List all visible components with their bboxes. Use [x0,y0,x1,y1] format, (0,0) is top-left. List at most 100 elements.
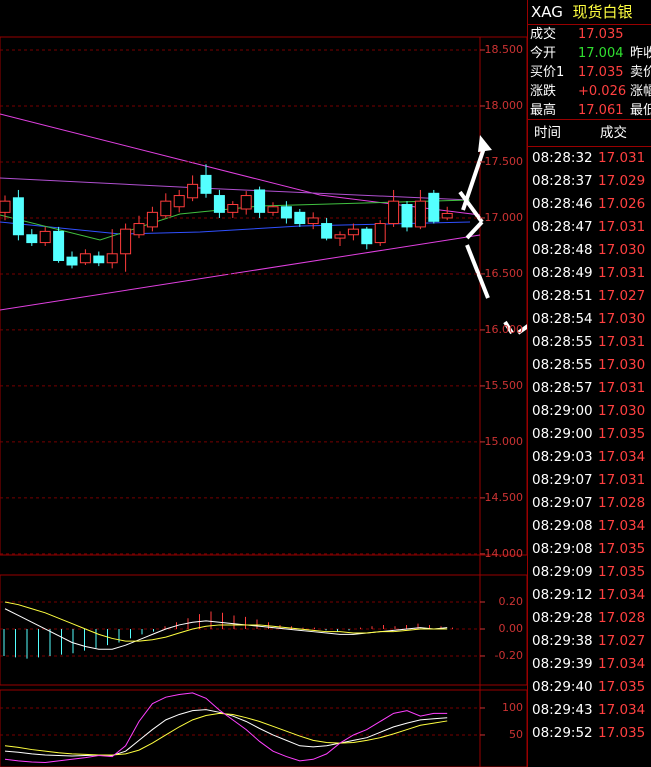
candle-body [93,255,105,264]
trade-time: 08:28:32 [532,150,593,166]
trade-row: 08:28:57 17.031 [528,377,651,400]
trade-time: 08:29:39 [532,656,593,672]
trade-time: 08:29:43 [532,702,593,718]
trade-time: 08:28:51 [532,288,593,304]
candle-body [173,195,185,208]
trades-list: 08:28:32 17.031 08:28:37 17.029 08:28:46 17.0… [528,147,651,745]
quote-value: +0.026 [578,84,627,99]
trade-row: 08:29:39 17.034 [528,653,651,676]
candle-body [79,253,91,264]
trade-time: 08:28:54 [532,311,593,327]
trade-row: 08:28:51 17.027 [528,285,651,308]
trend-line [0,234,481,311]
candle-body [160,200,172,217]
candle-body [240,195,252,210]
moving-average [0,221,471,235]
trade-price: 17.034 [598,656,646,672]
candle-body [361,228,373,245]
y-tick-label: 14.500 [485,491,524,504]
trade-price: 17.031 [598,334,646,350]
indicator-line [4,601,448,642]
y-tick-label: 50 [509,728,523,741]
trend-line [0,113,481,216]
trade-time: 08:29:09 [532,564,593,580]
trade-time: 08:29:00 [532,426,593,442]
trade-row: 08:29:09 17.035 [528,561,651,584]
y-tick-label: 0.20 [499,595,524,608]
trade-time: 08:29:40 [532,679,593,695]
trade-price: 17.030 [598,357,646,373]
quote-row: 今开 17.004 昨收 [528,44,651,63]
trade-price: 17.031 [598,265,646,281]
trade-price: 17.035 [598,725,646,741]
quote-label: 今开 [530,46,557,61]
trade-row: 08:29:43 17.034 [528,699,651,722]
trade-price: 17.034 [598,587,646,603]
quote-value: 17.004 [578,46,624,61]
main-panel-border [0,36,527,556]
trade-price: 17.034 [598,702,646,718]
candle-body [39,230,51,244]
candle-body [280,206,292,219]
trade-price: 17.029 [598,173,646,189]
candle-body [334,234,346,239]
trade-row: 08:28:46 17.026 [528,193,651,216]
trade-price: 17.031 [598,380,646,396]
trade-price: 17.031 [598,150,646,166]
trade-row: 08:29:38 17.027 [528,630,651,653]
quote-extra: 最低 [630,103,651,118]
symbol: XAG [531,3,563,21]
indicator-line [4,712,448,756]
quote-row: 成交 17.035 [528,25,651,44]
chart-area: 18.500 18.000 17.500 17.000 16.500 16.000 15.5… [0,36,527,767]
candle-body [146,211,158,228]
candle-body [428,192,440,222]
trade-price: 17.035 [598,564,646,580]
symbol-header: XAG 现货白银 [528,0,651,25]
quote-label: 最高 [530,103,557,118]
candle-body [374,223,386,244]
quote-row: 买价1 17.035 卖价 [528,63,651,82]
trade-time: 08:28:47 [532,219,593,235]
trade-row: 08:28:55 17.031 [528,331,651,354]
candle-body [267,206,279,213]
trade-time: 08:29:08 [532,541,593,557]
kdj-panel-border [0,689,527,767]
trade-time: 08:29:08 [532,518,593,534]
trade-row: 08:29:00 17.035 [528,423,651,446]
trade-time: 08:29:07 [532,472,593,488]
moving-average [0,177,471,201]
trade-price: 17.031 [598,219,646,235]
candle-body [0,200,11,213]
trade-row: 08:29:00 17.030 [528,400,651,423]
trade-price: 17.034 [598,449,646,465]
trade-price: 17.030 [598,242,646,258]
trades-header: 时间 成交 [528,120,651,147]
trade-price: 17.028 [598,610,646,626]
y-tick-label: 14.000 [485,547,524,560]
trade-time: 08:29:07 [532,495,593,511]
candle-body [187,183,199,199]
trade-row: 08:29:40 17.035 [528,676,651,699]
candle-body [66,256,78,266]
quote-row: 最高 17.061 最低 [528,101,651,120]
trade-row: 08:28:55 17.030 [528,354,651,377]
quote-row: 涨跌 +0.026涨幅 [528,82,651,101]
candle-body [254,189,266,213]
candle-body [414,200,426,228]
symbol-name: 现货白银 [572,3,633,21]
quote-label: 买价1 [530,65,565,80]
y-tick-label: 18.000 [485,99,524,112]
trade-row: 08:29:08 17.034 [528,515,651,538]
y-tick-label: 17.500 [485,155,524,168]
candle-body [120,228,132,255]
quote-value: 17.061 [578,103,624,118]
trade-time: 08:28:55 [532,334,593,350]
trade-row: 08:29:07 17.031 [528,469,651,492]
trade-time: 08:29:52 [532,725,593,741]
trade-time: 08:29:03 [532,449,593,465]
trade-price: 17.030 [598,311,646,327]
trade-price: 17.030 [598,403,646,419]
trade-row: 08:28:32 17.031 [528,147,651,170]
trade-price: 17.027 [598,288,646,304]
